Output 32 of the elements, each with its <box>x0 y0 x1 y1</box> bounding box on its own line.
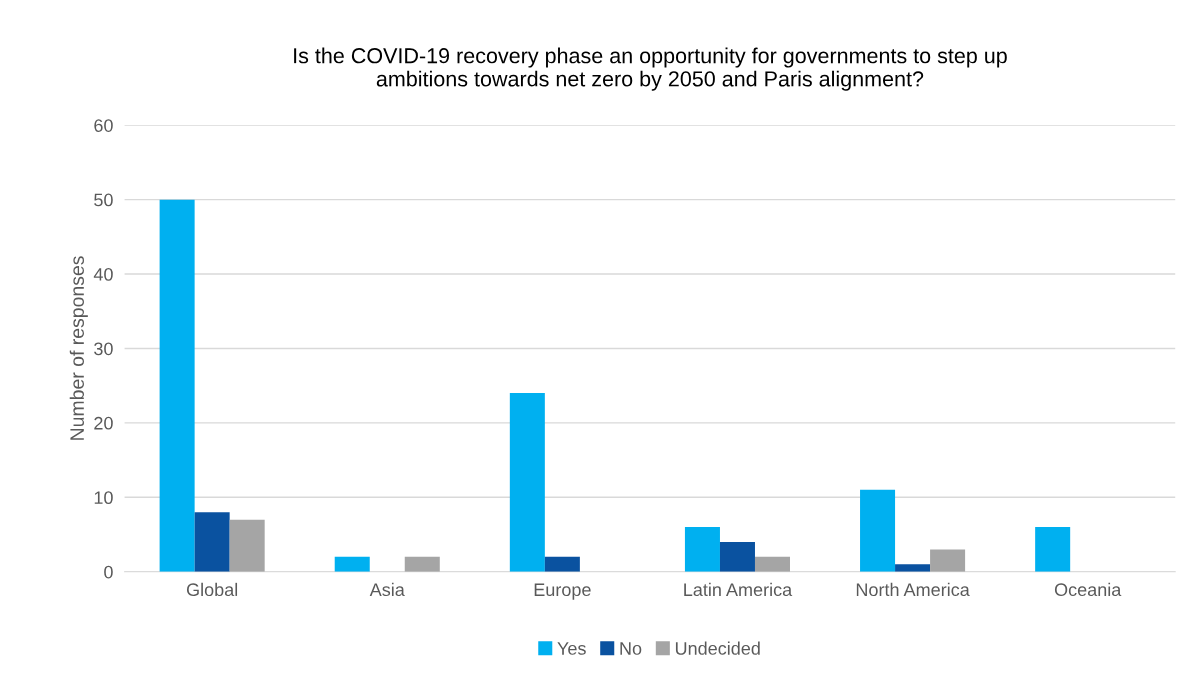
bar <box>754 556 790 572</box>
bar <box>1035 527 1071 572</box>
bar <box>684 527 720 572</box>
bar <box>544 556 580 572</box>
bar <box>159 199 195 572</box>
y-tick-label: 20 <box>94 416 113 430</box>
bar <box>895 564 931 572</box>
bar <box>404 556 440 572</box>
bar <box>194 512 230 572</box>
y-tick-label: 30 <box>94 342 113 356</box>
bar <box>334 556 370 572</box>
chart-title: Is the COVID-19 recovery phase an opportunity for governments to step up ambitions towards net zero by 2050 and Paris alignment? <box>294 47 1007 91</box>
y-axis-title: Number of responses <box>69 256 88 440</box>
bar <box>229 519 265 572</box>
legend-label: No <box>620 642 642 655</box>
y-tick-label: 60 <box>94 119 113 132</box>
bar <box>719 541 755 572</box>
x-tick-label: Europe <box>534 583 591 600</box>
x-tick-label: North America <box>856 582 970 597</box>
x-tick-label: Latin America <box>684 582 793 597</box>
x-tick-label: Oceania <box>1054 582 1122 597</box>
x-tick-label: Asia <box>369 582 405 597</box>
bar <box>509 393 545 572</box>
x-tick-label: Global <box>186 582 238 597</box>
bar <box>930 549 966 572</box>
y-tick-label: 0 <box>104 565 113 579</box>
bar <box>860 489 896 572</box>
y-tick-label: 40 <box>93 267 113 281</box>
y-tick-label: 50 <box>94 193 113 207</box>
legend-label: Yes <box>557 642 586 655</box>
y-tick-label: 10 <box>94 491 113 505</box>
legend-label: Undecided <box>675 641 760 655</box>
